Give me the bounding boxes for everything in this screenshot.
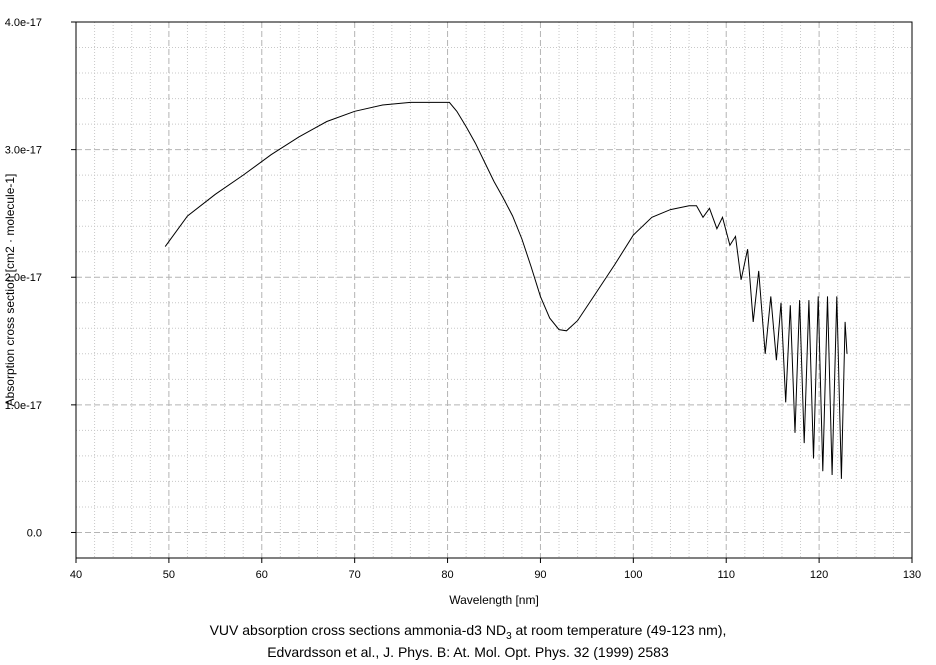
x-tick-label: 90 [534,569,546,581]
x-axis-ticks: 40 50 60 70 80 90 100 110 120 130 [70,558,921,581]
series-line [164,101,848,479]
y-axis-ticks: 0.0 1.0e-17 2.0e-17 3.0e-17 4.0e-17 [5,17,76,539]
x-tick-label: 70 [349,569,361,581]
y-axis-label: Absorption cross section [cm2 · molecule… [3,174,17,407]
y-tick-label: 4.0e-17 [5,17,42,29]
y-tick-label: 0.0 [27,527,42,539]
x-tick-label: 120 [810,569,828,581]
x-tick-label: 130 [903,569,921,581]
x-tick-label: 100 [624,569,642,581]
x-tick-label: 50 [163,569,175,581]
x-tick-label: 40 [70,569,82,581]
chart-caption-line2: Edvardsson et al., J. Phys. B: At. Mol. … [267,644,669,660]
y-tick-label: 1.0e-17 [5,400,42,412]
plot-area-frame [75,21,913,559]
chart-caption-line1: VUV absorption cross sections ammonia-d3… [209,622,727,642]
y-tick-label: 3.0e-17 [5,145,42,157]
x-tick-label: 80 [441,569,453,581]
x-tick-label: 110 [717,569,735,581]
y-tick-label: 2.0e-17 [5,272,42,284]
x-tick-label: 60 [256,569,268,581]
x-axis-label: Wavelength [nm] [449,593,539,607]
grid [76,21,912,558]
